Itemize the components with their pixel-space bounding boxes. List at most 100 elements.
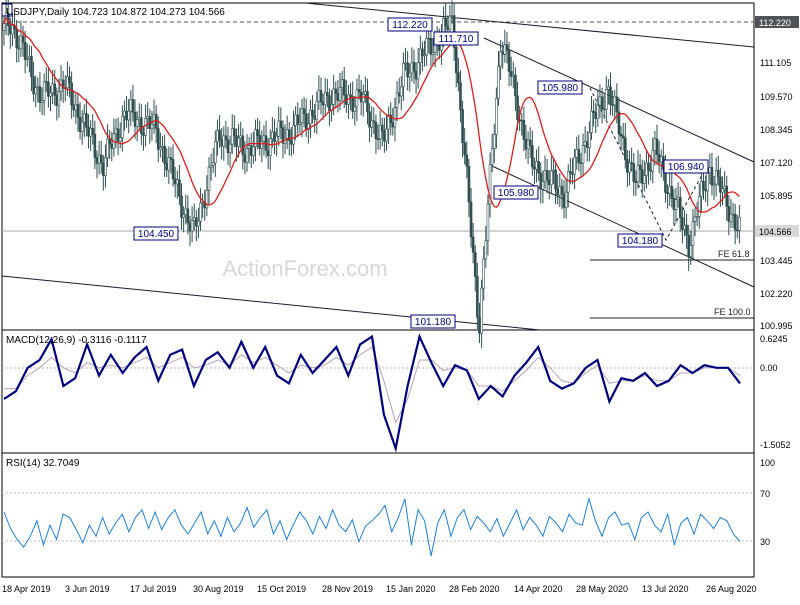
candle-body — [577, 149, 581, 163]
candle-body — [727, 206, 731, 222]
candle-body — [23, 42, 27, 60]
candle-body — [9, 25, 12, 35]
candle-body — [674, 199, 678, 210]
candle-body — [594, 112, 598, 119]
candle-body — [402, 62, 405, 88]
candle-body — [638, 164, 642, 170]
candle-body — [292, 124, 295, 145]
candle-body — [596, 104, 600, 119]
candle-body — [480, 287, 483, 334]
candle-body — [522, 120, 526, 140]
candle-body — [389, 114, 393, 123]
candle-body — [137, 117, 141, 120]
candle-body — [666, 192, 669, 194]
candle-body — [163, 145, 166, 164]
candle-body — [495, 98, 498, 135]
candle-body — [273, 131, 276, 142]
candle-body — [383, 130, 386, 142]
pivot-label-109850: 105.980 — [537, 80, 583, 95]
candle-body — [395, 92, 399, 108]
candle-body — [516, 95, 519, 121]
candle-body — [110, 143, 114, 149]
candle-body — [421, 48, 424, 57]
candle-body — [419, 48, 422, 63]
price-y-axis: 112.220 111.105 109.570 108.345 107.120 … — [755, 16, 799, 331]
candle-body — [256, 129, 259, 136]
candle-body — [412, 61, 416, 72]
candle-body — [687, 234, 690, 258]
candle-body — [89, 127, 92, 137]
candle-body — [165, 162, 169, 171]
candle-body — [83, 113, 86, 123]
candle-body — [710, 167, 714, 186]
candle-body — [621, 135, 625, 139]
pivot-text: 112.220 — [392, 20, 428, 31]
candle-body — [592, 110, 595, 114]
candle-body — [129, 99, 133, 112]
candle-body — [197, 220, 200, 227]
candle-body — [482, 258, 486, 289]
candles-group — [2, 0, 741, 349]
candle-body — [161, 145, 164, 148]
candle-body — [222, 135, 226, 147]
candle-body — [364, 91, 367, 95]
candle-body — [471, 236, 475, 253]
candle-body — [118, 137, 122, 142]
candle-body — [214, 141, 217, 164]
pivot-text: 106.940 — [668, 162, 705, 173]
candle-body — [76, 104, 80, 118]
x-tick: 28 May 2020 — [576, 584, 628, 594]
candle-body — [423, 54, 426, 57]
candle-body — [133, 111, 137, 127]
candle-body — [180, 195, 183, 218]
candle-body — [152, 113, 156, 125]
watermark: ActionForex.com — [222, 256, 387, 281]
candle-body — [78, 116, 82, 132]
candle-body — [11, 25, 14, 35]
candle-body — [488, 164, 492, 205]
candle-body — [140, 117, 143, 134]
candle-body — [121, 116, 124, 138]
candle-body — [630, 162, 633, 165]
candle-body — [602, 108, 606, 110]
candle-body — [406, 62, 409, 78]
fe-100-label: FE 100.0 — [714, 307, 751, 317]
candle-body — [693, 216, 697, 222]
candle-body — [224, 135, 228, 140]
candle-body — [260, 141, 264, 149]
candle-body — [611, 104, 614, 106]
candle-body — [323, 92, 327, 106]
price-tick: 102.220 — [760, 289, 793, 299]
candle-body — [91, 127, 95, 135]
last-price-badge — [755, 225, 799, 237]
candle-body — [72, 104, 76, 111]
candle-body — [450, 15, 454, 17]
candle-body — [287, 129, 291, 141]
candle-body — [626, 159, 629, 173]
price-tick: 103.445 — [760, 256, 793, 266]
x-tick: 14 Apr 2020 — [514, 584, 563, 594]
candle-body — [634, 181, 638, 183]
candle-body — [685, 224, 688, 236]
candle-body — [640, 169, 644, 184]
candle-body — [497, 65, 500, 99]
pivot-box — [387, 17, 433, 32]
candle-body — [393, 107, 397, 128]
candle-body — [560, 186, 564, 195]
candle-body — [668, 186, 671, 194]
macd-tick: -1.5052 — [760, 440, 791, 450]
price-tick: 108.345 — [760, 125, 793, 135]
candle-body — [211, 162, 215, 166]
candle-body — [277, 120, 281, 137]
candle-body — [683, 224, 686, 230]
candle-body — [169, 157, 173, 160]
candle-body — [61, 79, 65, 89]
candle-body — [533, 166, 536, 170]
candle-body — [328, 95, 331, 111]
price-panel-title: USDJPY,Daily 104.723 104.872 104.273 104… — [6, 7, 225, 18]
candle-body — [233, 128, 236, 137]
candle-body — [733, 213, 737, 231]
candle-body — [585, 141, 589, 148]
rsi-panel — [1, 452, 755, 578]
pivot-box — [663, 159, 709, 174]
